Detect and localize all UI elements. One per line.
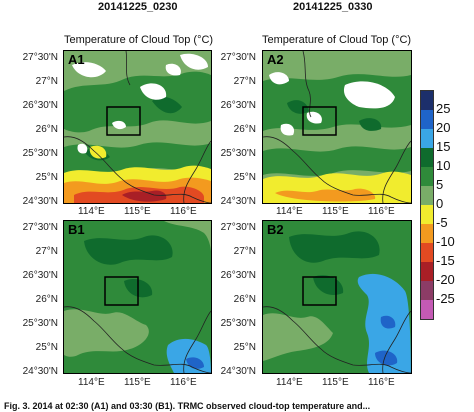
colorbar-label: 25 <box>436 101 451 116</box>
lon-label: 116°E <box>368 206 395 217</box>
lat-label: 25°30'N <box>22 148 58 159</box>
colorbar-label: 10 <box>436 158 451 173</box>
figure-caption: Fig. 3. 2014 at 02:30 (A1) and 03:30 (B1… <box>4 401 371 411</box>
lat-label: 26°30'N <box>22 270 58 281</box>
lat-label: 25°N <box>35 172 58 183</box>
lat-label: 25°30'N <box>220 148 256 159</box>
subtitle-right: Temperature of Cloud Top (°C) <box>262 34 412 46</box>
map-panel-a2 <box>262 50 412 204</box>
colorbar-segment <box>421 300 433 319</box>
colorbar-segment <box>421 167 433 186</box>
lat-label: 27°30'N <box>220 52 256 63</box>
lon-label: 115°E <box>124 377 151 388</box>
lat-label: 24°30'N <box>220 196 256 207</box>
lon-label: 116°E <box>368 377 395 388</box>
map-panel-b1 <box>63 220 212 374</box>
colorbar-label: -25 <box>436 291 455 306</box>
lat-label: 26°30'N <box>22 100 58 111</box>
colorbar-segment <box>421 281 433 300</box>
colorbar-label: 0 <box>436 196 444 211</box>
lat-label: 27°N <box>233 76 256 87</box>
colorbar-segment <box>421 243 433 262</box>
colorbar-label: 5 <box>436 177 444 192</box>
lat-label: 24°30'N <box>22 366 58 377</box>
colorbar-segment <box>421 186 433 205</box>
colorbar-labels: 25 20 15 10 5 0 -5 -10 -15 -20 -25 <box>436 80 472 320</box>
colorbar-segment <box>421 129 433 148</box>
lon-label: 116°E <box>170 206 197 217</box>
colorbar-label: -10 <box>436 234 455 249</box>
colorbar-segment <box>421 262 433 281</box>
lat-label: 25°N <box>35 342 58 353</box>
lat-label: 27°N <box>35 76 58 87</box>
colorbar-label: -20 <box>436 272 455 287</box>
lat-label: 24°30'N <box>22 196 58 207</box>
lat-label: 25°N <box>233 342 256 353</box>
column-title-right: 20141225_0330 <box>293 1 373 13</box>
lon-label: 116°E <box>170 377 197 388</box>
colorbar-segment <box>421 91 433 110</box>
colorbar <box>420 90 434 320</box>
colorbar-label: 15 <box>436 139 451 154</box>
subtitle-left: Temperature of Cloud Top (°C) <box>64 34 214 46</box>
colorbar-segment <box>421 205 433 224</box>
lat-label: 27°30'N <box>22 52 58 63</box>
column-title-left: 20141225_0230 <box>98 1 178 13</box>
colorbar-label: -5 <box>436 215 448 230</box>
colorbar-segment <box>421 110 433 129</box>
lat-label: 26°30'N <box>220 270 256 281</box>
lat-label: 27°N <box>35 246 58 257</box>
colorbar-label: 20 <box>436 120 451 135</box>
lat-label: 26°30'N <box>220 100 256 111</box>
panel-label-a2: A2 <box>267 52 284 67</box>
lon-label: 115°E <box>322 377 349 388</box>
lat-label: 26°N <box>233 294 256 305</box>
lon-label: 114°E <box>78 206 105 217</box>
colorbar-label: -15 <box>436 253 455 268</box>
lat-label: 25°N <box>233 172 256 183</box>
lon-label: 114°E <box>276 206 303 217</box>
panel-label-b1: B1 <box>68 222 85 237</box>
lat-label: 25°30'N <box>220 318 256 329</box>
colorbar-segment <box>421 148 433 167</box>
lon-label: 115°E <box>124 206 151 217</box>
lat-label: 24°30'N <box>220 366 256 377</box>
colorbar-segment <box>421 224 433 243</box>
panel-label-b2: B2 <box>267 222 284 237</box>
lon-label: 115°E <box>322 206 349 217</box>
panel-label-a1: A1 <box>68 52 85 67</box>
lon-label: 114°E <box>78 377 105 388</box>
lat-label: 27°30'N <box>220 222 256 233</box>
lon-label: 114°E <box>276 377 303 388</box>
lat-label: 27°N <box>233 246 256 257</box>
lat-label: 26°N <box>35 124 58 135</box>
lat-label: 27°30'N <box>22 222 58 233</box>
map-panel-a1 <box>63 50 212 204</box>
lat-label: 26°N <box>233 124 256 135</box>
lat-label: 26°N <box>35 294 58 305</box>
lat-label: 25°30'N <box>22 318 58 329</box>
map-panel-b2 <box>262 220 412 374</box>
